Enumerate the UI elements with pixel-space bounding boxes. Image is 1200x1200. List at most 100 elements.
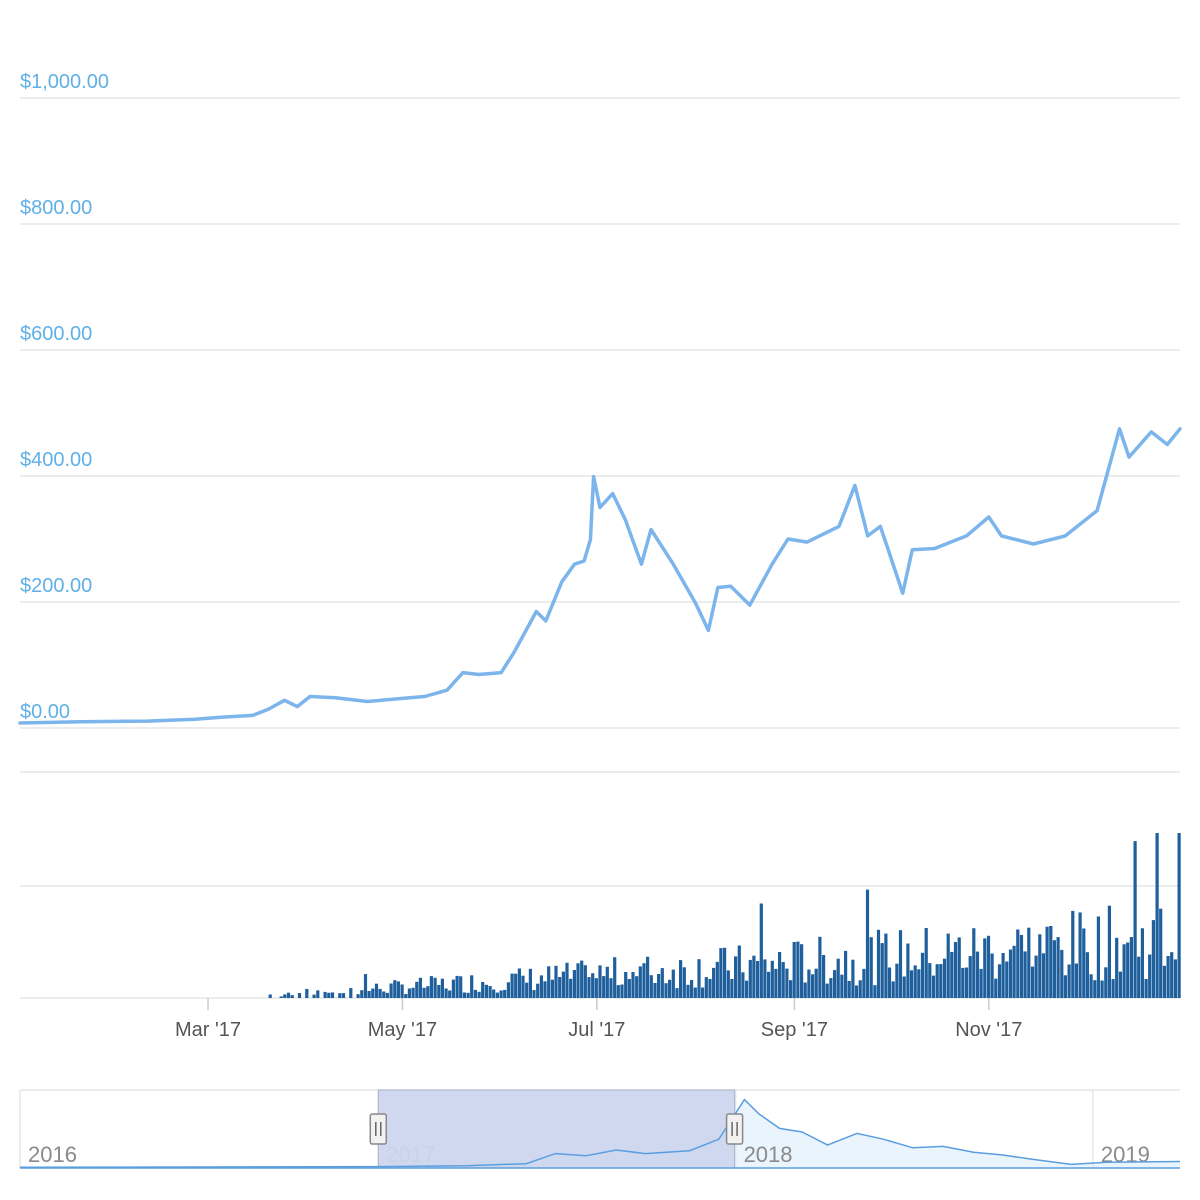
volume-bar: [367, 991, 371, 998]
volume-bar: [525, 982, 529, 998]
volume-bar: [972, 928, 976, 998]
volume-bar: [964, 967, 969, 998]
handle-body[interactable]: [369, 1113, 388, 1145]
volume-bar: [528, 968, 532, 998]
volume-bar: [371, 988, 375, 998]
x-tick-label: Mar '17: [175, 1019, 241, 1041]
volume-bar: [884, 933, 888, 998]
volume-bar: [349, 988, 353, 998]
volume-bar: [756, 961, 760, 998]
volume-bar: [1030, 966, 1035, 998]
volume-bar: [781, 962, 785, 998]
volume-bar: [847, 980, 851, 998]
volume-bar: [811, 974, 815, 998]
volume-bar: [558, 977, 562, 998]
volume-bar: [712, 967, 716, 998]
volume-bar: [686, 984, 690, 998]
volume-bar: [455, 975, 459, 998]
volume-bar: [411, 987, 415, 998]
volume-bar: [627, 979, 631, 998]
volume-bar: [1016, 929, 1020, 998]
y-tick-label: $1,000.00: [20, 71, 109, 93]
volume-bar: [693, 987, 697, 998]
volume-bar: [748, 959, 752, 998]
volume-bar: [1078, 912, 1082, 998]
volume-bar: [1107, 905, 1111, 998]
volume-bar: [887, 967, 892, 998]
navigator-left-handle[interactable]: [369, 1113, 388, 1145]
volume-bar: [613, 957, 617, 998]
volume-bar: [913, 965, 917, 998]
volume-bar: [462, 992, 466, 998]
navigator[interactable]: 2016201720182019: [19, 1089, 1181, 1169]
volume-bar: [778, 952, 782, 998]
volume-bar: [624, 972, 628, 998]
volume-bar: [330, 992, 335, 998]
volume-bar: [931, 975, 936, 998]
volume-bar: [521, 975, 525, 998]
volume-bar: [283, 994, 287, 998]
volume-bar: [975, 951, 980, 998]
volume-bar: [741, 972, 745, 998]
volume-bar: [1118, 971, 1122, 998]
volume-bar: [657, 974, 661, 998]
volume-bar: [1005, 961, 1009, 998]
y-tick-label: $0.00: [20, 701, 70, 723]
volume-bar: [1056, 937, 1060, 998]
volume-bar: [1085, 952, 1089, 998]
x-tick-label: Sep '17: [761, 1019, 828, 1041]
volume-bar: [393, 980, 397, 998]
volume-bar: [814, 968, 818, 998]
volume-bar: [880, 943, 884, 998]
volume-bar: [1027, 927, 1031, 998]
volume-bar: [774, 968, 778, 998]
volume-bar: [961, 967, 965, 998]
volume-bar: [1089, 974, 1093, 998]
volume-bar: [554, 965, 558, 998]
volume-bar: [1019, 935, 1024, 998]
volume-bar: [492, 989, 496, 998]
volume-bar: [844, 950, 848, 998]
volume-bar: [796, 941, 800, 998]
volume-bar: [924, 928, 928, 998]
volume-bar: [268, 994, 272, 998]
volume-bar: [1034, 955, 1038, 998]
x-axis-ticks: Mar '17 May '17 Jul '17 Sep '17 Nov '17: [175, 998, 1022, 1041]
volume-bar: [433, 977, 437, 998]
volume-bar: [909, 970, 914, 998]
volume-bar: [616, 985, 620, 998]
volume-bar: [1111, 979, 1115, 998]
volume-bar: [1038, 934, 1042, 998]
handle-body[interactable]: [725, 1113, 744, 1145]
volume-bar: [444, 988, 448, 998]
volume-bar: [1173, 959, 1177, 998]
volume-bar: [1045, 926, 1049, 998]
volume-bar: [1166, 956, 1170, 998]
volume-bar: [506, 982, 510, 998]
volume-bar: [939, 964, 943, 998]
volume-bar: [671, 969, 675, 998]
volume-bar: [422, 987, 426, 998]
navigator-right-handle[interactable]: [725, 1113, 744, 1145]
navigator-selected-range[interactable]: [377, 1089, 736, 1169]
volume-bar: [928, 963, 932, 998]
volume-bar: [953, 942, 958, 998]
volume-bar: [1096, 916, 1100, 998]
volume-bar: [1162, 965, 1166, 998]
price-grid: [20, 97, 1180, 729]
volume-bar: [598, 965, 602, 998]
volume-bar: [876, 929, 881, 998]
volume-bar: [503, 989, 507, 998]
volume-bar: [1155, 833, 1159, 998]
volume-bar: [800, 944, 804, 998]
volume-bar: [770, 960, 774, 998]
volume-bar: [752, 955, 756, 998]
volume-bar: [514, 973, 518, 998]
volume-bar: [363, 974, 368, 998]
volume-bar: [668, 979, 672, 998]
volume-bar: [789, 980, 793, 998]
volume-bar: [902, 976, 906, 998]
volume-bar: [1067, 964, 1071, 998]
volume-bar: [543, 981, 547, 998]
volume-bar: [440, 978, 444, 998]
